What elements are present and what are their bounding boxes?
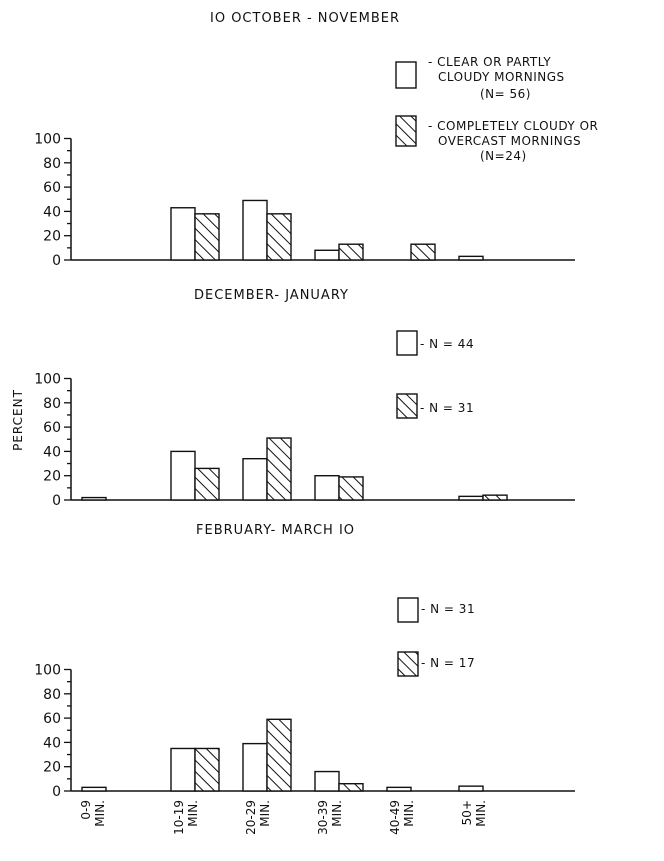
legend-label: (N= 56) [480, 87, 531, 101]
bar-hatched-4 [338, 476, 364, 501]
panel-title: IO OCTOBER - NOVEMBER [210, 11, 400, 26]
y-tick-label: 0 [52, 493, 61, 509]
legend-label: CLOUDY MORNINGS [438, 70, 565, 84]
bar-open-1 [81, 786, 107, 792]
legend-label: - CLEAR OR PARTLY [428, 55, 551, 69]
legend-swatch [396, 393, 418, 419]
bar-hatched-2 [194, 467, 220, 501]
panel-3: 0 20 40 60 80 100 FEBRUARY- MARCH IO - N = 31 - … [34, 523, 575, 800]
y-tick-label: 60 [43, 711, 61, 727]
x-tick-label-unit: MIN. [186, 800, 200, 827]
y-tick-label: 40 [43, 204, 61, 220]
bar-open-3 [242, 457, 268, 501]
legend-swatch [397, 651, 419, 677]
y-tick-label: 60 [43, 420, 61, 436]
bar-open-2 [170, 747, 196, 792]
y-tick-label: 40 [43, 735, 61, 751]
y-tick-label: 0 [52, 253, 61, 269]
bar-open-1 [81, 496, 107, 501]
panel-1: 0 20 40 60 80 100 IO OCTOBER - NOVEMBER - CLEAR… [34, 11, 598, 269]
bar-open-6 [458, 255, 484, 261]
bar-open-5 [386, 786, 412, 792]
bar-open-6 [458, 785, 484, 792]
panels: 0 20 40 60 80 100 IO OCTOBER - NOVEMBER - CLEAR… [34, 11, 598, 835]
bar-open-4 [314, 770, 340, 792]
bar-open-4 [314, 475, 340, 501]
y-tick-label: 20 [43, 760, 61, 776]
bar-hatched-2 [194, 213, 220, 261]
panel-title: FEBRUARY- MARCH IO [196, 523, 355, 538]
bar-hatched-5 [410, 243, 436, 261]
x-tick-label-unit: MIN. [330, 800, 344, 827]
legend-label: - N = 44 [420, 337, 474, 351]
x-tick-label: 0-9 [79, 800, 93, 820]
y-tick-label: 20 [43, 469, 61, 485]
y-axis-label: PERCENT [11, 389, 25, 451]
y-tick-label: 80 [43, 687, 61, 703]
y-tick-label: 80 [43, 156, 61, 172]
legend-swatch [395, 61, 417, 89]
bar-hatched-4 [338, 783, 364, 792]
legend-label: - N = 31 [420, 401, 474, 415]
x-tick-label-unit: MIN. [402, 800, 416, 827]
x-category-labels: 0-9 MIN. 10-19 MIN. 20-29 MIN. 30-39 MIN. 40-49 M… [79, 800, 488, 835]
y-tick-label: 20 [43, 229, 61, 245]
bar-open-6 [458, 495, 484, 501]
bar-hatched-3 [266, 213, 292, 261]
x-tick-label: 10-19 [172, 800, 186, 835]
y-tick-label: 40 [43, 444, 61, 460]
panel-title: DECEMBER- JANUARY [194, 288, 349, 303]
legend-label: OVERCAST MORNINGS [438, 134, 581, 148]
bar-hatched-3 [266, 718, 292, 792]
panel-2: 0 20 40 60 80 100 DECEMBER- JANUARY - N = 44 - N… [34, 288, 575, 509]
legend-label: - N = 31 [421, 602, 475, 616]
x-tick-label: 20-29 [244, 800, 258, 835]
bar-hatched-4 [338, 243, 364, 261]
bar-hatched-2 [194, 747, 220, 792]
y-tick-label: 0 [52, 784, 61, 800]
legend-label: - COMPLETELY CLOUDY OR [428, 119, 598, 133]
x-tick-label-unit: MIN. [258, 800, 272, 827]
legend-label: - N = 17 [421, 656, 475, 670]
legend-label: (N=24) [480, 149, 527, 163]
legend-swatch [396, 330, 418, 356]
bar-hatched-3 [266, 437, 292, 501]
bar-hatched-6 [482, 494, 508, 501]
y-tick-label: 100 [34, 663, 61, 679]
y-tick-label: 100 [34, 132, 61, 148]
x-tick-label: 50+ [460, 800, 474, 825]
legend-swatch [395, 115, 417, 147]
bar-open-3 [242, 742, 268, 792]
y-tick-label: 60 [43, 180, 61, 196]
bar-open-3 [242, 199, 268, 261]
bar-open-2 [170, 207, 196, 261]
bar-open-2 [170, 450, 196, 501]
x-tick-label-unit: MIN. [93, 800, 107, 827]
legend-swatch [397, 597, 419, 623]
y-tick-label: 80 [43, 396, 61, 412]
y-tick-label: 100 [34, 372, 61, 388]
bar-open-4 [314, 249, 340, 261]
x-tick-label: 40-49 [388, 800, 402, 835]
x-tick-label-unit: MIN. [474, 800, 488, 827]
x-tick-label: 30-39 [316, 800, 330, 835]
